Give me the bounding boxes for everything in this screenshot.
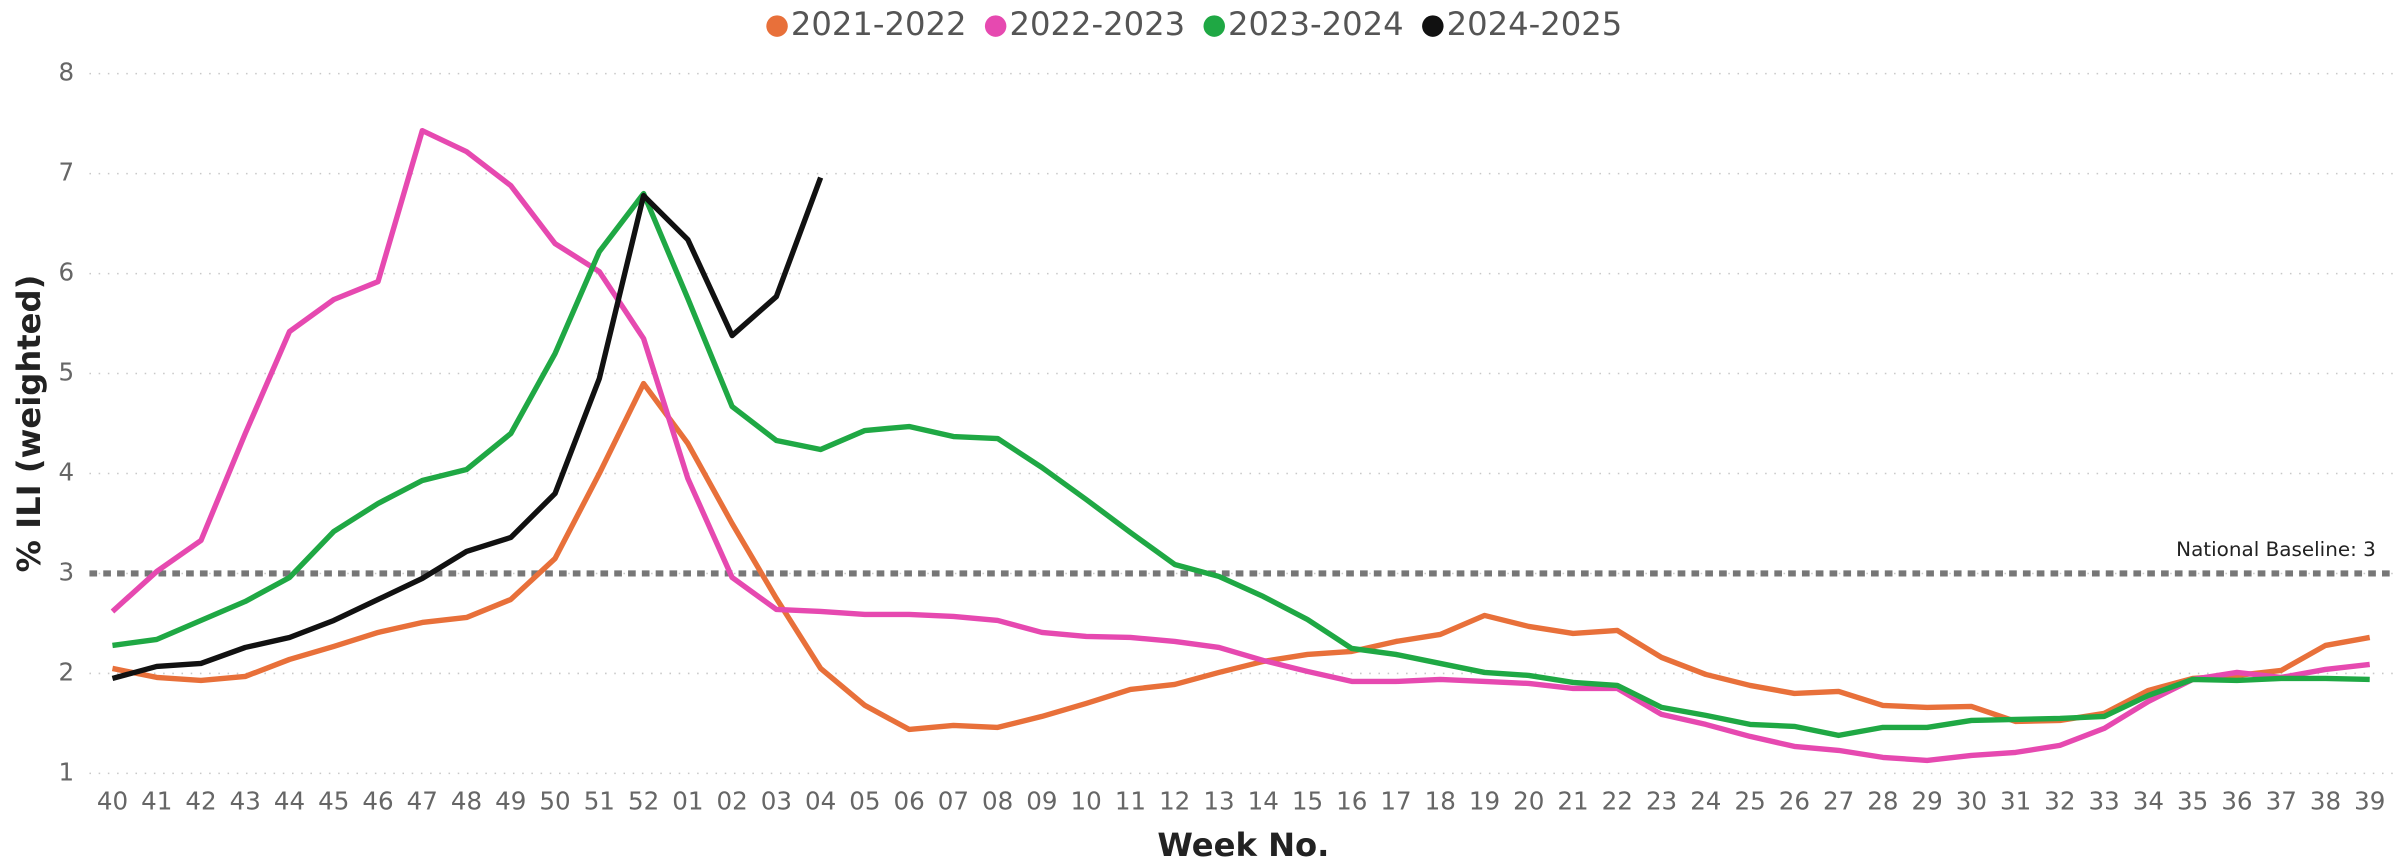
x-tick-label: 35 <box>2177 787 2208 816</box>
y-tick-label: 2 <box>58 657 74 686</box>
x-tick-label: 06 <box>894 787 925 816</box>
legend-label: 2023-2024 <box>1228 5 1404 43</box>
legend-marker <box>1203 15 1225 37</box>
x-tick-label: 45 <box>318 787 349 816</box>
x-tick-label: 51 <box>584 787 615 816</box>
x-tick-label: 37 <box>2266 787 2297 816</box>
x-tick-label: 22 <box>1602 787 1633 816</box>
x-tick-label: 20 <box>1513 787 1544 816</box>
legend-marker <box>766 15 788 37</box>
x-tick-label: 33 <box>2089 787 2120 816</box>
x-tick-label: 52 <box>628 787 659 816</box>
x-tick-label: 29 <box>1912 787 1943 816</box>
x-tick-label: 40 <box>97 787 128 816</box>
x-tick-label: 02 <box>716 787 747 816</box>
x-tick-label: 26 <box>1779 787 1810 816</box>
x-tick-label: 14 <box>1248 787 1279 816</box>
x-tick-label: 49 <box>495 787 526 816</box>
x-tick-label: 12 <box>1159 787 1190 816</box>
y-tick-label: 8 <box>58 58 74 87</box>
y-tick-label: 7 <box>58 158 74 187</box>
series-line <box>112 190 2370 739</box>
x-tick-label: 21 <box>1557 787 1588 816</box>
x-tick-label: 50 <box>539 787 570 816</box>
legend-label: 2024-2025 <box>1447 5 1623 43</box>
baseline-label: National Baseline: 3 <box>2176 537 2376 561</box>
x-tick-label: 44 <box>274 787 305 816</box>
x-tick-label: 27 <box>1823 787 1854 816</box>
x-tick-label: 24 <box>1690 787 1721 816</box>
legend-marker <box>1422 15 1444 37</box>
x-tick-label: 07 <box>938 787 969 816</box>
x-axis-title: Week No. <box>1157 826 1329 864</box>
x-tick-label: 17 <box>1380 787 1411 816</box>
x-tick-label: 18 <box>1425 787 1456 816</box>
x-tick-label: 46 <box>362 787 393 816</box>
x-tick-label: 30 <box>1956 787 1987 816</box>
series-line <box>111 176 824 682</box>
legend-label: 2022-2023 <box>1009 5 1185 43</box>
x-tick-label: 13 <box>1203 787 1234 816</box>
x-tick-label: 05 <box>849 787 880 816</box>
x-tick-label: 36 <box>2221 787 2252 816</box>
legend-label: 2021-2022 <box>791 5 967 43</box>
y-tick-label: 1 <box>58 757 74 786</box>
x-tick-label: 25 <box>1734 787 1765 816</box>
x-tick-label: 03 <box>761 787 792 816</box>
x-tick-label: 42 <box>185 787 216 816</box>
x-tick-label: 31 <box>2000 787 2031 816</box>
x-tick-label: 41 <box>141 787 172 816</box>
y-axis-title: % ILI (weighted) <box>10 275 48 573</box>
x-tick-label: 39 <box>2354 787 2385 816</box>
series-line <box>111 380 2371 733</box>
x-tick-label: 11 <box>1115 787 1146 816</box>
series-line <box>110 127 2371 764</box>
x-tick-label: 47 <box>407 787 438 816</box>
legend-marker <box>984 15 1007 37</box>
x-tick-label: 28 <box>1867 787 1898 816</box>
y-tick-label: 3 <box>58 557 74 586</box>
x-tick-label: 48 <box>451 787 482 816</box>
x-tick-label: 38 <box>2310 787 2341 816</box>
x-tick-label: 15 <box>1292 787 1323 816</box>
x-tick-label: 09 <box>1026 787 1057 816</box>
x-tick-label: 23 <box>1646 787 1677 816</box>
x-tick-label: 43 <box>230 787 261 816</box>
x-tick-label: 19 <box>1469 787 1500 816</box>
x-tick-label: 16 <box>1336 787 1367 816</box>
x-tick-label: 34 <box>2133 787 2164 816</box>
x-tick-label: 04 <box>805 787 836 816</box>
y-tick-label: 5 <box>58 358 74 387</box>
y-tick-label: 4 <box>58 458 74 487</box>
x-tick-label: 01 <box>672 787 703 816</box>
x-tick-label: 10 <box>1071 787 1102 816</box>
y-tick-label: 6 <box>58 258 74 287</box>
x-tick-label: 32 <box>2044 787 2075 816</box>
x-tick-label: 08 <box>982 787 1013 816</box>
